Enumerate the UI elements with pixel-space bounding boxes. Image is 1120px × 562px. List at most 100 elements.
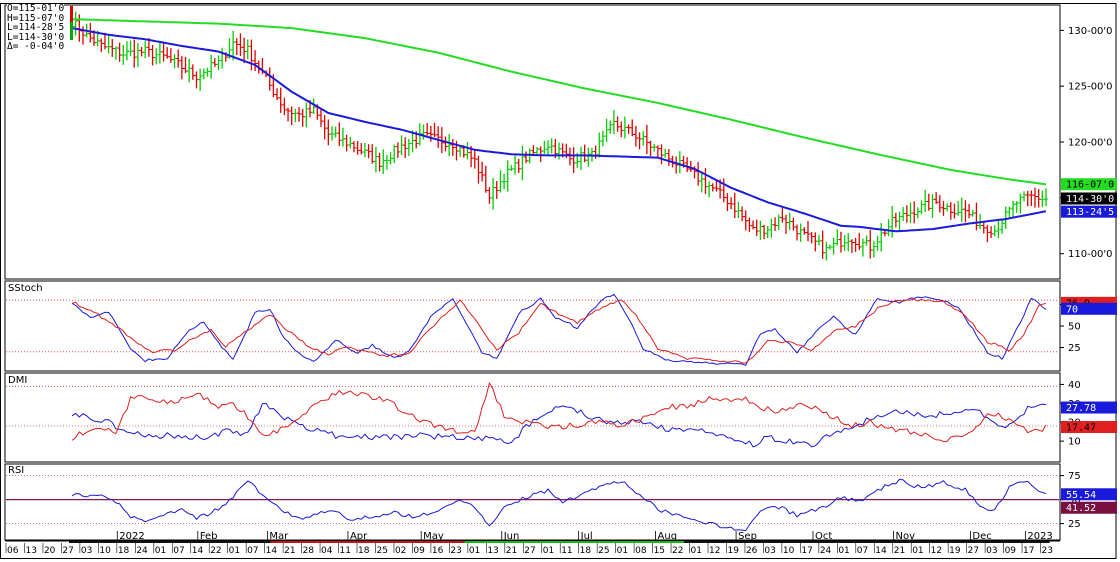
x-day-label: 14 (875, 546, 887, 556)
x-month-label: Sep (738, 531, 757, 542)
last-value-tag (1061, 178, 1117, 191)
x-month-label: 2022 (119, 531, 144, 542)
x-day-label: 25 (376, 546, 387, 556)
y-tick-label: 50 (1068, 322, 1081, 333)
last-value-tag (1061, 302, 1117, 315)
x-day-label: 22 (672, 546, 683, 556)
panel-frame-dmi (4, 372, 1061, 463)
x-day-label: 10 (783, 546, 795, 556)
moving-average-short (71, 27, 1047, 233)
y-tick-label: 25 (1068, 343, 1081, 354)
x-day-label: 01 (229, 546, 240, 556)
x-day-label: 27 (524, 546, 535, 556)
x-month-label: Dec (972, 531, 991, 542)
x-day-label: 01 (155, 546, 166, 556)
y-tick-label: 130-00'0 (1068, 26, 1113, 37)
indicator-line-sstoch (71, 298, 1047, 364)
indicator-line-dmi (71, 403, 1047, 448)
range-marker (70, 6, 73, 22)
x-day-label: 21 (894, 546, 905, 556)
y-tick-label: 110-00'0 (1068, 249, 1113, 260)
last-value-tag-label: 17.47 (1066, 423, 1096, 434)
x-day-label: 10 (99, 546, 111, 556)
x-day-label: 19 (949, 546, 961, 556)
x-day-label: 25 (598, 546, 609, 556)
x-day-label: 17 (1023, 546, 1034, 556)
ohlc-low: L=114-28'5 (7, 22, 65, 34)
last-value-tag (1061, 421, 1117, 434)
last-value-tag-label: 116-07'0 (1066, 180, 1114, 191)
x-day-label: 23 (1042, 546, 1053, 556)
x-day-label: 27 (968, 546, 979, 556)
x-day-label: 08 (635, 546, 647, 556)
last-value-tag-label: 41.52 (1066, 503, 1096, 514)
period-strip (684, 541, 1050, 543)
last-value-tag-label: 70 (1066, 304, 1078, 315)
last-value-tag (1061, 501, 1117, 514)
x-day-label: 15 (654, 546, 665, 556)
x-day-label: 27 (62, 546, 73, 556)
last-value-tag-label: 114-30'0 (1066, 194, 1114, 205)
x-month-label: May (423, 531, 444, 542)
x-day-label: 14 (266, 546, 278, 556)
ohlc-change: Δ= -0-04'0 (7, 41, 65, 53)
x-day-label: 21 (506, 546, 517, 556)
x-day-label: 13 (25, 546, 36, 556)
x-day-label: 12 (709, 546, 720, 556)
x-day-label: 07 (173, 546, 184, 556)
x-day-label: 22 (210, 546, 221, 556)
x-day-label: 01 (691, 546, 702, 556)
sstoch-panel-label: SStoch (8, 283, 43, 294)
indicator-line-dmi (71, 382, 1047, 443)
period-strip (464, 541, 688, 543)
x-day-label: 03 (81, 546, 92, 556)
last-value-tag (1061, 205, 1117, 218)
x-day-label: 09 (1005, 546, 1017, 556)
x-day-label: 04 (321, 546, 333, 556)
x-month-label: Jun (503, 531, 520, 542)
x-day-label: 19 (727, 546, 739, 556)
range-marker (70, 22, 73, 40)
x-day-label: 17 (801, 546, 812, 556)
y-tick-label: 25 (1068, 519, 1081, 530)
x-day-label: 02 (395, 546, 406, 556)
ohlc-open: O=115-01'0 (7, 3, 65, 14)
y-tick-label: 40 (1068, 380, 1081, 391)
x-month-label: Jul (580, 531, 593, 542)
y-tick-label: 10 (1068, 437, 1081, 448)
x-day-label: 12 (931, 546, 942, 556)
x-month-label: Mar (269, 531, 289, 542)
x-day-label: 18 (580, 546, 592, 556)
indicator-line-sstoch (71, 293, 1047, 366)
x-day-label: 24 (820, 546, 832, 556)
last-value-tag-label: 27.78 (1066, 403, 1096, 414)
x-day-label: 06 (7, 546, 19, 556)
x-day-label: 01 (912, 546, 923, 556)
period-strip (270, 541, 468, 543)
x-month-label: 2023 (1027, 531, 1052, 542)
y-tick-label: 75 (1068, 471, 1081, 482)
x-day-label: 01 (617, 546, 628, 556)
x-month-label: Apr (350, 531, 368, 542)
x-month-label: Nov (896, 531, 916, 542)
x-day-label: 01 (543, 546, 554, 556)
last-value-tag-label: 113-24'5 (1066, 207, 1114, 218)
ohlc-high: H=115-07'0 (7, 12, 65, 24)
last-value-tag (1061, 401, 1117, 414)
x-day-label: 28 (303, 546, 315, 556)
dmi-panel-label: DMI (8, 375, 28, 386)
x-day-label: 01 (469, 546, 480, 556)
x-day-label: 16 (432, 546, 444, 556)
last-value-tag-label: 55.54 (1066, 490, 1096, 501)
x-month-label: Feb (200, 531, 218, 542)
chart-border (0, 3, 1117, 559)
indicator-line-rsi (71, 478, 1047, 532)
y-tick-label: 125-00'0 (1068, 82, 1113, 93)
x-day-label: 14 (192, 546, 204, 556)
x-day-label: 11 (561, 546, 572, 556)
y-tick-label: 120-00'0 (1068, 138, 1113, 149)
rsi-panel-label: RSI (8, 465, 25, 476)
x-day-label: 01 (838, 546, 849, 556)
x-month-label: Aug (658, 531, 678, 542)
